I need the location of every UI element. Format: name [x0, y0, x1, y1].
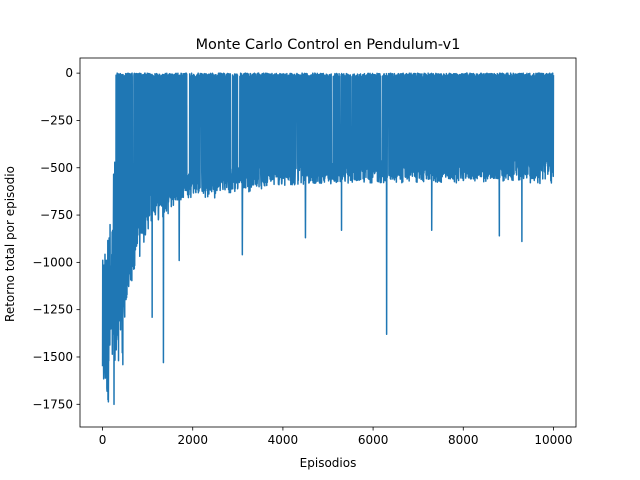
y-tick-label: −1250 [32, 303, 73, 317]
x-tick-label: 6000 [358, 433, 389, 447]
x-axis-ticks: 0 2000 4000 6000 8000 10000 [99, 427, 573, 447]
x-tick-label: 4000 [268, 433, 299, 447]
y-tick-label: −750 [40, 208, 73, 222]
x-tick-label: 0 [99, 433, 107, 447]
y-tick-label: −1750 [32, 397, 73, 411]
y-tick-label: 0 [65, 66, 73, 80]
x-tick-label: 8000 [448, 433, 479, 447]
y-tick-label: −500 [40, 161, 73, 175]
y-axis-ticks: 0 −250 −500 −750 −1000 −1250 −1500 −1750 [32, 66, 80, 411]
y-tick-label: −1500 [32, 350, 73, 364]
plot-frame [79, 57, 577, 428]
y-tick-label: −250 [40, 113, 73, 127]
series-layer [101, 72, 555, 406]
x-tick-label: 10000 [534, 433, 572, 447]
series-line [101, 72, 555, 406]
y-axis-label: Retorno total por episodio [3, 166, 17, 322]
chart-title: Monte Carlo Control en Pendulum-v1 [196, 37, 461, 53]
x-axis-label: Episodios [300, 456, 357, 470]
x-tick-label: 2000 [177, 433, 208, 447]
y-tick-label: −1000 [32, 255, 73, 269]
